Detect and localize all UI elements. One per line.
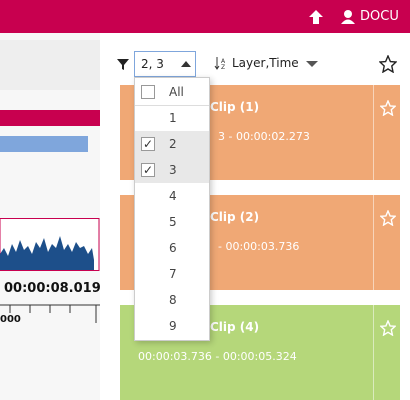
item-label: 6 [169, 241, 177, 255]
item-label: 1 [169, 111, 177, 125]
star-icon[interactable] [380, 210, 396, 226]
clip-title: Clip (1) [210, 100, 260, 114]
dropdown-item[interactable]: 9 [135, 313, 209, 339]
divider [373, 305, 374, 400]
filter-select[interactable]: 2, 3 [134, 51, 196, 77]
checkbox[interactable]: ✓ [141, 163, 155, 177]
dropdown-item[interactable]: 5 [135, 209, 209, 235]
star-icon[interactable] [379, 55, 397, 73]
divider [373, 85, 374, 180]
ruler-label: 000 [0, 314, 21, 325]
clip-time: 3 - 00:00:02.273 [218, 130, 310, 143]
dropdown-item[interactable]: 8 [135, 287, 209, 313]
checkbox[interactable] [141, 85, 155, 99]
clip-time: 00:00:03.736 - 00:00:05.324 [138, 350, 297, 363]
item-label: All [169, 85, 184, 99]
svg-text:Z: Z [221, 64, 225, 70]
dropdown-item[interactable]: ✓ 2 [135, 131, 209, 157]
timeline-ruler [0, 304, 100, 323]
user-name[interactable]: DOCU [360, 9, 399, 24]
svg-text:A: A [221, 58, 226, 65]
item-label: 8 [169, 293, 177, 307]
dropdown-item[interactable]: All [135, 79, 209, 106]
star-icon[interactable] [380, 320, 396, 336]
clip-card[interactable]: Clip (4) 00:00:03.736 - 00:00:05.324 [120, 305, 400, 400]
track-bar [0, 110, 100, 126]
current-time: 00:00:08.019 [4, 281, 101, 296]
track-bar [0, 136, 88, 152]
clip-time: - 00:00:03.736 [218, 240, 300, 253]
left-panel: 00:00:08.019 000 [0, 33, 101, 400]
divider [373, 195, 374, 290]
filter-icon[interactable] [116, 57, 130, 71]
item-label: 5 [169, 215, 177, 229]
dropdown-item[interactable]: 7 [135, 261, 209, 287]
dropdown-item[interactable]: 1 [135, 105, 209, 131]
star-icon[interactable] [380, 100, 396, 116]
dropdown-item[interactable]: 4 [135, 183, 209, 209]
clip-title: Clip (4) [210, 320, 260, 334]
dropdown-item[interactable]: ✓ 3 [135, 157, 209, 183]
item-label: 3 [169, 163, 177, 177]
caret [181, 61, 191, 67]
clip-title: Clip (2) [210, 210, 260, 224]
sort-value[interactable]: Layer,Time [232, 56, 299, 70]
item-label: 9 [169, 319, 177, 333]
top-bar: DOCU [0, 0, 410, 33]
dropdown-item[interactable]: 6 [135, 235, 209, 261]
user-icon[interactable] [340, 9, 356, 25]
panel-box [0, 40, 100, 90]
item-label: 4 [169, 189, 177, 203]
filter-value: 2, 3 [141, 57, 164, 71]
item-label: 7 [169, 267, 177, 281]
item-label: 2 [169, 137, 177, 151]
sort-icon[interactable]: AZ [214, 56, 228, 70]
checkbox[interactable]: ✓ [141, 137, 155, 151]
upload-icon[interactable] [308, 9, 324, 25]
caret[interactable] [306, 60, 318, 68]
waveform [0, 218, 100, 271]
dropdown-list: All 1 ✓ 2 ✓ 3 4 5 6 7 8 9 [134, 77, 210, 341]
